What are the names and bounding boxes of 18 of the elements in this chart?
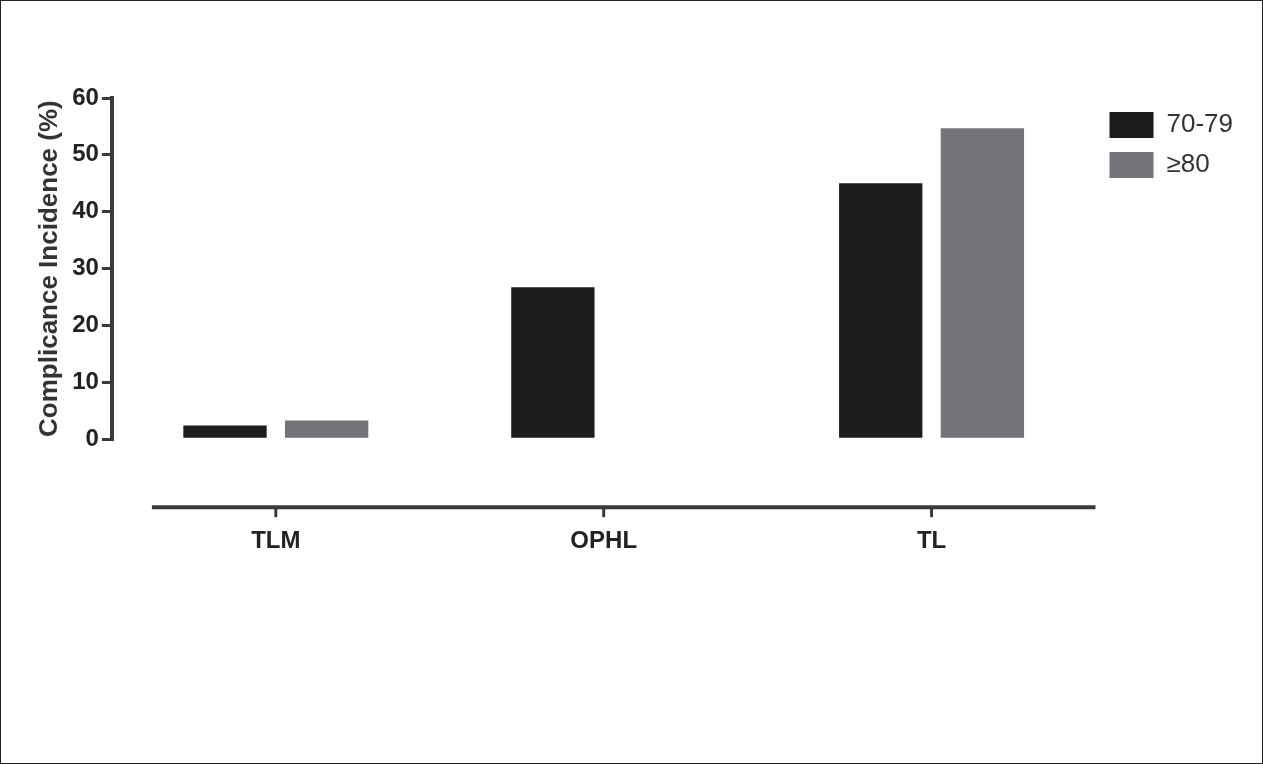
bar <box>284 420 369 438</box>
bar <box>511 287 595 438</box>
bar <box>839 183 923 438</box>
y-tick-label: 0 <box>85 423 99 451</box>
bar <box>183 425 267 438</box>
y-tick-label: 10 <box>72 366 99 394</box>
legend-label: 70-79 <box>1166 108 1233 139</box>
y-tick-label: 60 <box>72 82 99 110</box>
y-tick-label: 50 <box>72 139 99 167</box>
x-tick-label: TL <box>916 526 947 554</box>
y-tick-label: 40 <box>72 196 99 224</box>
y-tick-label: 20 <box>72 310 99 338</box>
x-tick-label: OPHL <box>570 526 638 554</box>
legend-label: ≥80 <box>1166 148 1210 179</box>
y-tick-label: 30 <box>72 253 99 281</box>
bar <box>940 128 1025 438</box>
y-axis-title: Complicance Incidence (%) <box>32 100 63 437</box>
x-tick-label: TLM <box>251 526 301 554</box>
